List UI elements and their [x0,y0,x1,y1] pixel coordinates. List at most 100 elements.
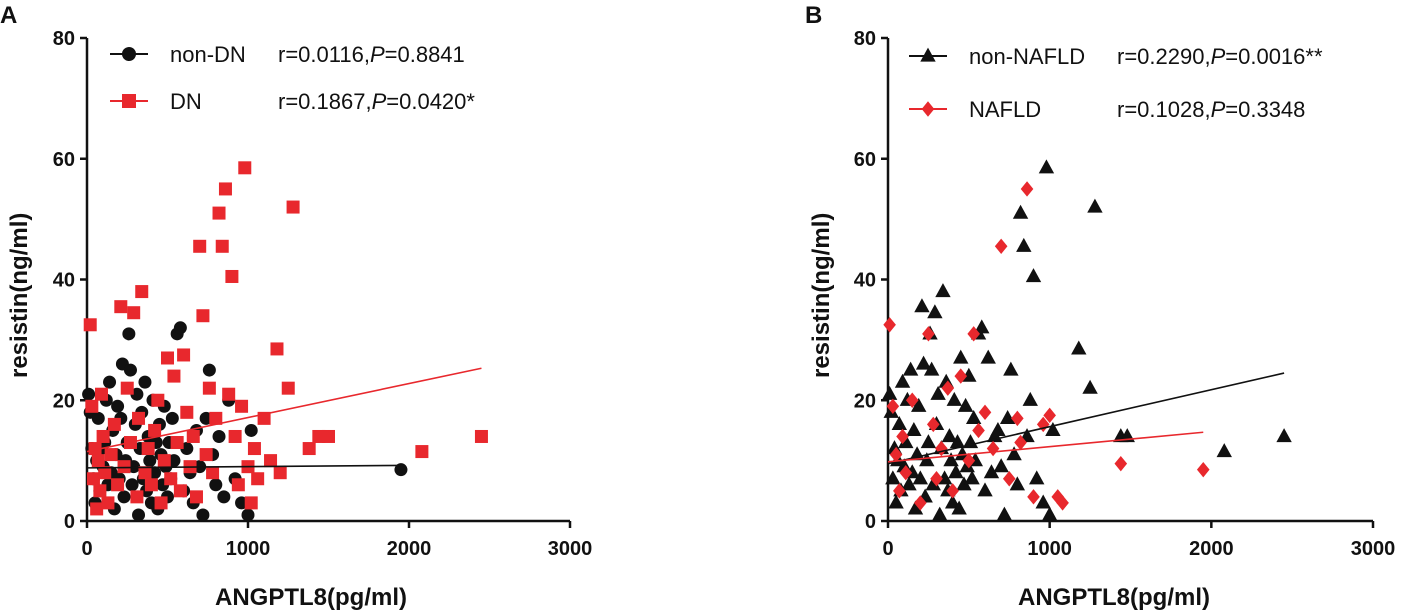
data-point [906,422,922,437]
data-point [953,349,969,364]
data-point [1011,410,1024,427]
data-point [91,454,105,468]
data-point [1045,422,1061,437]
panel-a: A 0 20 40 60 80 0 1000 2000 3000 non-DN r=0.0116,P… [0,0,700,615]
legend-marker [122,47,136,61]
data-point [915,355,932,370]
data-point [117,490,131,504]
data-point [935,283,951,298]
data-point [962,452,976,469]
data-point [990,422,1006,437]
data-point [244,496,258,510]
data-point [888,494,904,509]
data-point [898,434,914,449]
data-point [212,429,226,443]
data-point [1216,443,1232,458]
data-point [889,446,903,463]
data-point [247,442,261,456]
data-point [1025,268,1042,283]
y-axis-label-a: resistin(ng/ml) [6,212,33,378]
data-point [911,397,927,412]
x-tick-label: 0 [81,538,92,560]
data-point [144,478,158,492]
data-point [1029,470,1045,485]
data-point [322,429,335,443]
data-point [951,500,967,515]
data-point [1006,446,1022,461]
data-point [132,411,146,425]
data-point [967,326,980,342]
data-point [94,387,108,401]
data-point [1035,494,1051,509]
data-point [196,309,210,323]
data-point [148,423,162,437]
data-point [983,464,1000,479]
y-tick-label: 20 [53,390,75,412]
data-point [415,445,429,459]
y-tick-label: 60 [53,149,75,171]
data-point [974,319,990,334]
data-point [993,458,1009,473]
data-point [85,399,99,413]
panel-b: B 0 20 40 60 80 0 1000 2000 3000 non-NAFLD r=0.229… [701,0,1401,615]
data-point [157,454,171,468]
y-tick-label: 0 [865,511,876,533]
data-point [943,452,959,467]
data-point [972,422,985,439]
x-tick-label: 1000 [1027,538,1072,560]
data-point [111,399,125,413]
data-point [215,239,229,253]
data-point [209,478,223,492]
y-tick-label: 80 [53,28,75,50]
data-point [978,404,992,421]
series-dn [83,161,488,516]
data-point [1082,379,1098,394]
data-point [117,460,131,474]
data-point [111,478,125,492]
data-point [122,327,136,341]
legend-marker [921,101,935,117]
data-point [170,436,184,450]
y-tick-label: 40 [854,270,876,292]
data-point [222,387,236,401]
fit-line-dn [86,367,482,453]
data-point [1041,506,1058,521]
data-point [202,381,216,395]
legend-stat: r=0.1867,P=0.0420* [278,89,475,114]
y-tick-label: 60 [854,149,876,171]
data-point [1043,407,1056,424]
x-tick-label: 3000 [548,538,593,560]
data-point [302,442,316,456]
data-point [90,502,104,516]
data-point [93,484,107,498]
data-point [120,381,134,395]
data-point [1016,237,1032,252]
legend-marker [122,94,136,108]
data-point [1196,461,1210,478]
data-point [1071,340,1087,355]
data-point [199,448,213,462]
legend-name: DN [170,89,202,114]
data-point [986,440,1000,457]
data-point [907,500,924,515]
data-point [217,490,231,504]
data-point [941,428,958,443]
data-point [922,326,935,342]
data-point [132,508,146,522]
x-tick-label: 2000 [387,538,432,560]
data-point [154,496,168,510]
data-point [944,494,961,509]
data-point [270,342,284,356]
data-point [980,349,996,364]
legend-stat: r=0.2290,P=0.0016** [1117,44,1323,69]
data-point [394,463,408,477]
data-point [994,238,1008,254]
data-point [894,373,911,388]
y-tick-label: 0 [64,511,75,533]
data-point [474,429,488,443]
data-point [1012,204,1029,219]
data-point [930,385,946,400]
data-point [999,409,1016,424]
data-point [946,483,959,499]
data-point [919,452,935,467]
